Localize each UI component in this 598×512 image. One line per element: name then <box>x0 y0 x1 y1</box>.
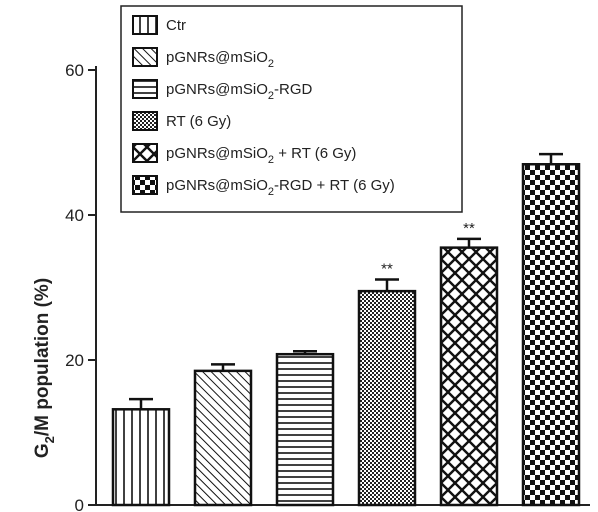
y-tick-label: 0 <box>75 496 84 512</box>
y-tick-label: 60 <box>65 61 84 80</box>
legend-item-6: pGNRs@mSiO2-RGD + RT (6 Gy) <box>132 175 395 198</box>
y-ticks: 0 20 40 60 <box>65 61 96 512</box>
legend-swatch <box>132 15 158 35</box>
legend-item-5: pGNRs@mSiO2 + RT (6 Gy) <box>132 143 356 166</box>
error-bars <box>129 152 563 410</box>
legend-item-1: Ctr <box>132 15 186 35</box>
legend-label: pGNRs@mSiO2-RGD <box>166 81 313 102</box>
bar-6 <box>521 163 581 507</box>
axes <box>95 66 590 506</box>
bar-3 <box>275 352 335 507</box>
significance-marks: ** ** <box>381 220 475 278</box>
bar-4 <box>357 289 417 507</box>
legend-swatch <box>132 175 158 195</box>
legend-swatch <box>132 79 158 99</box>
bars <box>111 163 581 507</box>
legend-box <box>120 5 463 213</box>
legend-label: Ctr <box>166 17 186 34</box>
bar-2 <box>193 369 253 507</box>
legend-item-4: RT (6 Gy) <box>132 111 231 131</box>
legend-label: pGNRs@mSiO2 <box>166 49 274 70</box>
legend-label: RT (6 Gy) <box>166 113 231 130</box>
y-axis-label: G2/M population (%) <box>32 278 57 458</box>
legend-swatch <box>132 143 158 163</box>
bar-1 <box>111 408 171 507</box>
legend-item-3: pGNRs@mSiO2-RGD <box>132 79 313 102</box>
significance-mark-5: ** <box>463 220 475 237</box>
legend-label: pGNRs@mSiO2-RGD + RT (6 Gy) <box>166 177 395 198</box>
y-tick-label: 20 <box>65 351 84 370</box>
legend-item-2: pGNRs@mSiO2 <box>132 47 274 70</box>
legend-swatch <box>132 47 158 67</box>
legend: Ctr pGNRs@mSiO2 pGNRs@mSiO2-RGD RT (6 Gy) pG… <box>120 5 463 213</box>
legend-label: pGNRs@mSiO2 + RT (6 Gy) <box>166 145 356 166</box>
legend-swatch <box>132 111 158 131</box>
bar-5 <box>439 246 499 507</box>
y-tick-label: 40 <box>65 206 84 225</box>
significance-mark-4: ** <box>381 261 393 278</box>
